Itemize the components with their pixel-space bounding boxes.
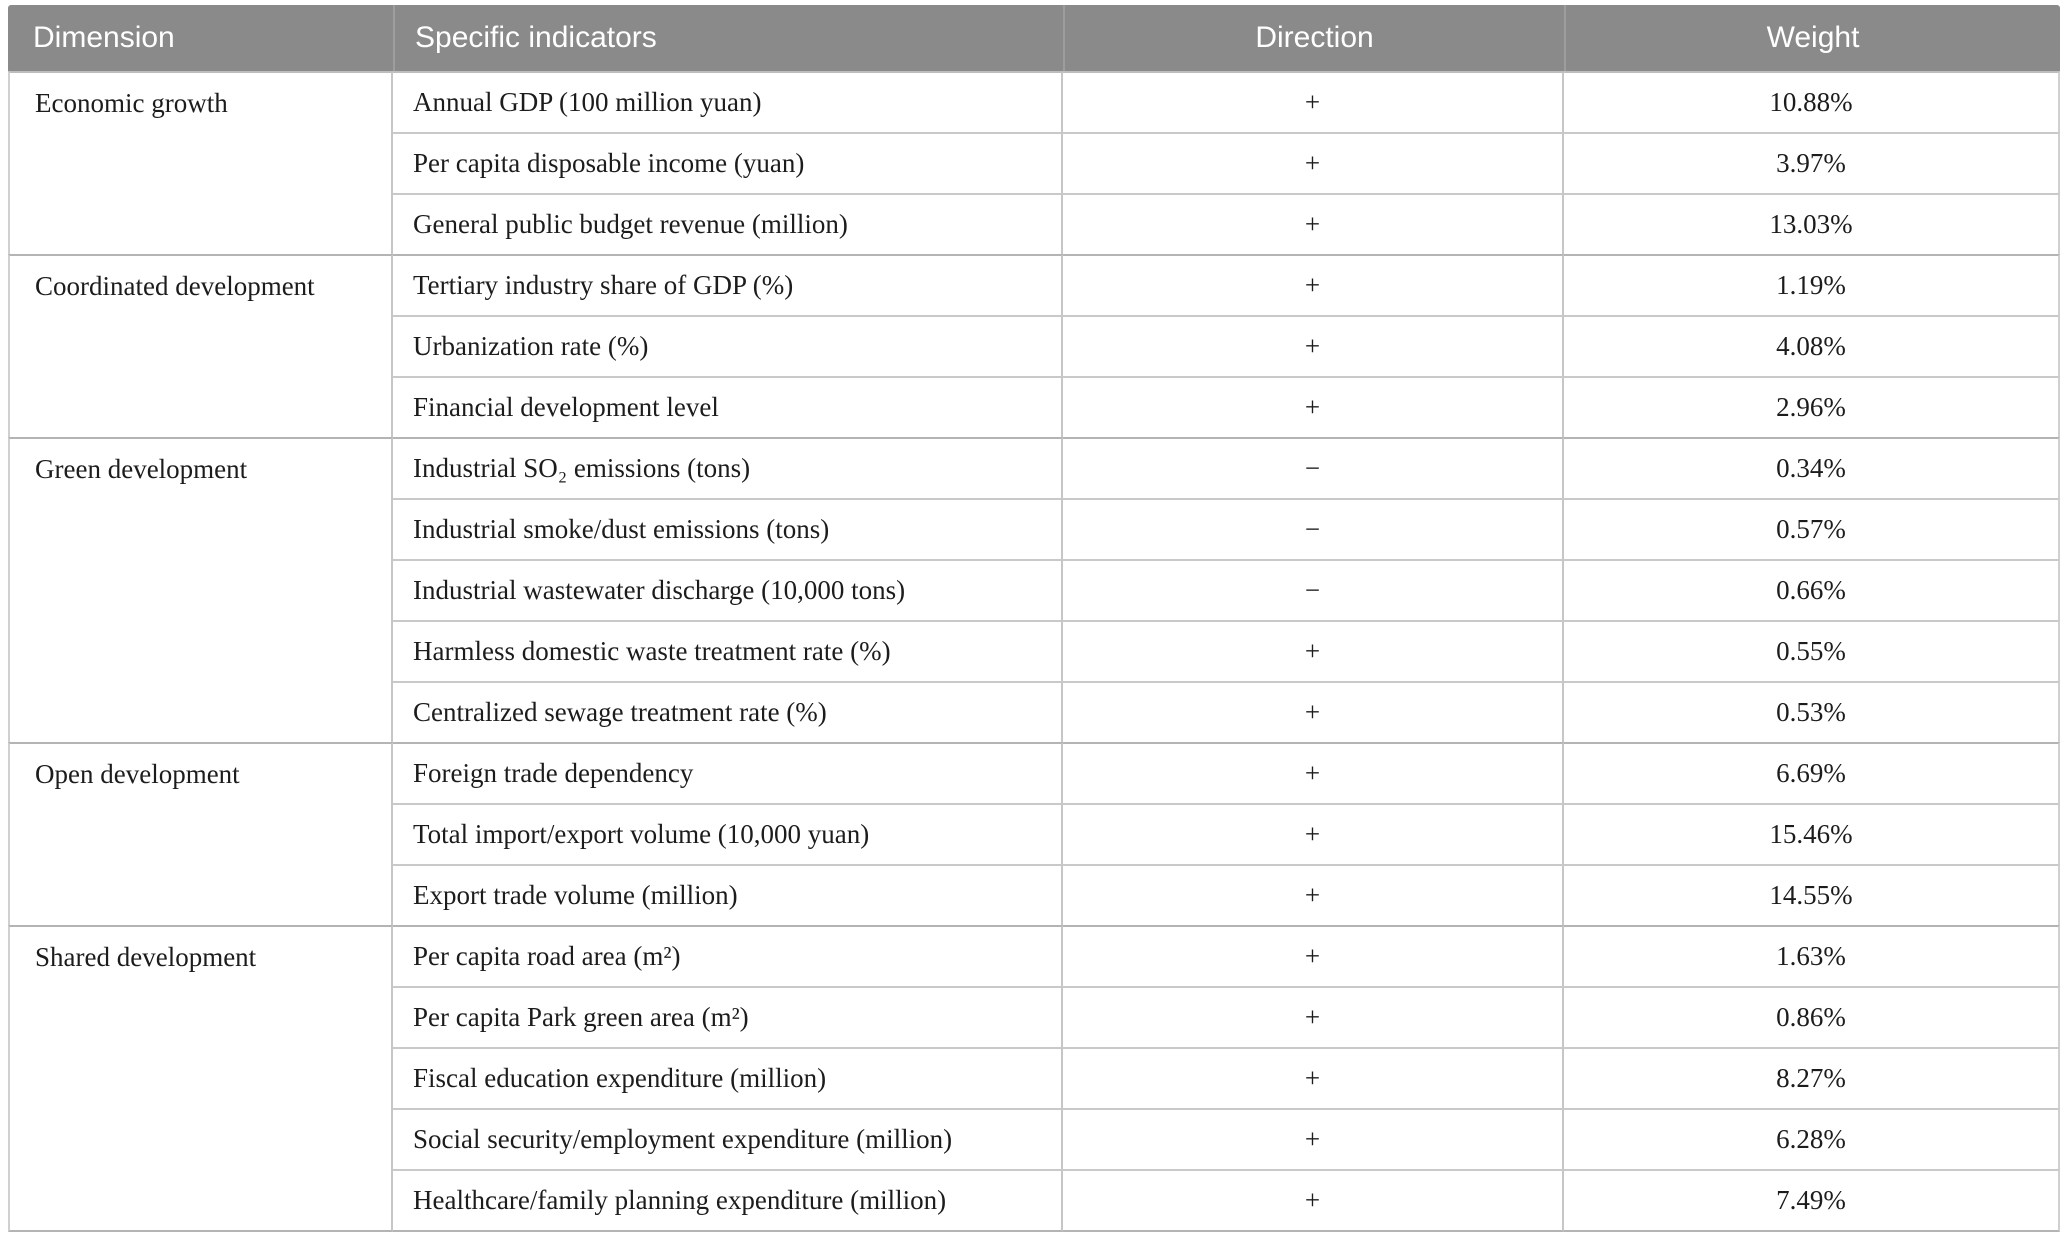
table-row: Open development Foreign trade dependenc… — [8, 742, 2060, 925]
table-row: Centralized sewage treatment rate (%) + … — [8, 681, 2060, 742]
table-row: General public budget revenue (million) … — [8, 193, 2060, 254]
direction-cell: + — [1063, 742, 1564, 803]
direction-cell: + — [1063, 864, 1564, 925]
indicator-cell: Fiscal education expenditure (million) — [393, 1047, 1063, 1108]
weight-cell: 6.28% — [1564, 1108, 2060, 1169]
weight-cell: 1.63% — [1564, 925, 2060, 986]
table-row: Green development Industrial SO₂ emissio… — [8, 437, 2060, 742]
indicator-cell: Financial development level — [393, 376, 1063, 437]
direction-cell: + — [1063, 1169, 1564, 1232]
table-row: Industrial wastewater discharge (10,000 … — [8, 559, 2060, 620]
table-row: Export trade volume (million) + 14.55% — [8, 864, 2060, 925]
direction-cell: + — [1063, 620, 1564, 681]
direction-cell: − — [1063, 498, 1564, 559]
weight-cell: 0.34% — [1564, 437, 2060, 498]
weight-cell: 1.19% — [1564, 254, 2060, 315]
weight-cell: 0.57% — [1564, 498, 2060, 559]
indicator-cell: Industrial wastewater discharge (10,000 … — [393, 559, 1063, 620]
indicator-cell: Foreign trade dependency — [393, 742, 1063, 803]
direction-cell: + — [1063, 1108, 1564, 1169]
table-row: Industrial smoke/dust emissions (tons) −… — [8, 498, 2060, 559]
weight-cell: 2.96% — [1564, 376, 2060, 437]
table-row: Economic growth Annual GDP (100 million … — [8, 71, 2060, 254]
direction-cell: + — [1063, 71, 1564, 132]
weight-cell: 14.55% — [1564, 864, 2060, 925]
weight-cell: 0.53% — [1564, 681, 2060, 742]
table-row: Coordinated development Tertiary industr… — [8, 254, 2060, 437]
dimension-cell-shared-development: Shared development — [8, 925, 393, 1232]
column-header-dimension: Dimension — [8, 5, 393, 71]
table-row: Urbanization rate (%) + 4.08% — [8, 315, 2060, 376]
weight-cell: 0.86% — [1564, 986, 2060, 1047]
indicator-cell: Harmless domestic waste treatment rate (… — [393, 620, 1063, 681]
indicator-cell: Industrial smoke/dust emissions (tons) — [393, 498, 1063, 559]
direction-cell: + — [1063, 193, 1564, 254]
column-header-weight: Weight — [1564, 5, 2060, 71]
indicator-cell: Export trade volume (million) — [393, 864, 1063, 925]
table-row: Per capita Park green area (m²) + 0.86% — [8, 986, 2060, 1047]
direction-cell: + — [1063, 315, 1564, 376]
dimension-cell-economic-growth: Economic growth — [8, 71, 393, 254]
weight-cell: 8.27% — [1564, 1047, 2060, 1108]
indicator-cell: Per capita road area (m²) — [393, 925, 1063, 986]
weight-cell: 4.08% — [1564, 315, 2060, 376]
table-row: Fiscal education expenditure (million) +… — [8, 1047, 2060, 1108]
direction-cell: − — [1063, 437, 1564, 498]
table-row: Financial development level + 2.96% — [8, 376, 2060, 437]
column-header-direction: Direction — [1063, 5, 1564, 71]
indicator-cell: Social security/employment expenditure (… — [393, 1108, 1063, 1169]
indicator-cell: Per capita Park green area (m²) — [393, 986, 1063, 1047]
header-row: Dimension Specific indicators Direction … — [8, 5, 2060, 71]
table-row: Harmless domestic waste treatment rate (… — [8, 620, 2060, 681]
direction-cell: + — [1063, 132, 1564, 193]
weight-cell: 3.97% — [1564, 132, 2060, 193]
indicator-weight-table: Dimension Specific indicators Direction … — [8, 5, 2060, 1232]
table-row: Total import/export volume (10,000 yuan)… — [8, 803, 2060, 864]
table-row: Healthcare/family planning expenditure (… — [8, 1169, 2060, 1232]
direction-cell: + — [1063, 925, 1564, 986]
table-row: Per capita disposable income (yuan) + 3.… — [8, 132, 2060, 193]
indicator-cell: Per capita disposable income (yuan) — [393, 132, 1063, 193]
indicator-cell: Tertiary industry share of GDP (%) — [393, 254, 1063, 315]
indicator-cell: Total import/export volume (10,000 yuan) — [393, 803, 1063, 864]
weight-cell: 0.66% — [1564, 559, 2060, 620]
direction-cell: + — [1063, 254, 1564, 315]
dimension-cell-open-development: Open development — [8, 742, 393, 925]
direction-cell: + — [1063, 681, 1564, 742]
weight-cell: 15.46% — [1564, 803, 2060, 864]
dimension-cell-green-development: Green development — [8, 437, 393, 742]
weight-cell: 6.69% — [1564, 742, 2060, 803]
weight-cell: 10.88% — [1564, 71, 2060, 132]
weight-cell: 13.03% — [1564, 193, 2060, 254]
indicator-cell: Centralized sewage treatment rate (%) — [393, 681, 1063, 742]
direction-cell: − — [1063, 559, 1564, 620]
indicator-cell: General public budget revenue (million) — [393, 193, 1063, 254]
indicator-cell: Healthcare/family planning expenditure (… — [393, 1169, 1063, 1232]
weight-cell: 7.49% — [1564, 1169, 2060, 1232]
column-header-specific-indicators: Specific indicators — [393, 5, 1063, 71]
indicator-cell: Industrial SO₂ emissions (tons) — [393, 437, 1063, 498]
indicator-cell: Urbanization rate (%) — [393, 315, 1063, 376]
direction-cell: + — [1063, 1047, 1564, 1108]
table-row: Shared development Per capita road area … — [8, 925, 2060, 1232]
direction-cell: + — [1063, 986, 1564, 1047]
direction-cell: + — [1063, 803, 1564, 864]
dimension-cell-coordinated-development: Coordinated development — [8, 254, 393, 437]
indicator-cell: Annual GDP (100 million yuan) — [393, 71, 1063, 132]
weight-cell: 0.55% — [1564, 620, 2060, 681]
table-row: Social security/employment expenditure (… — [8, 1108, 2060, 1169]
direction-cell: + — [1063, 376, 1564, 437]
